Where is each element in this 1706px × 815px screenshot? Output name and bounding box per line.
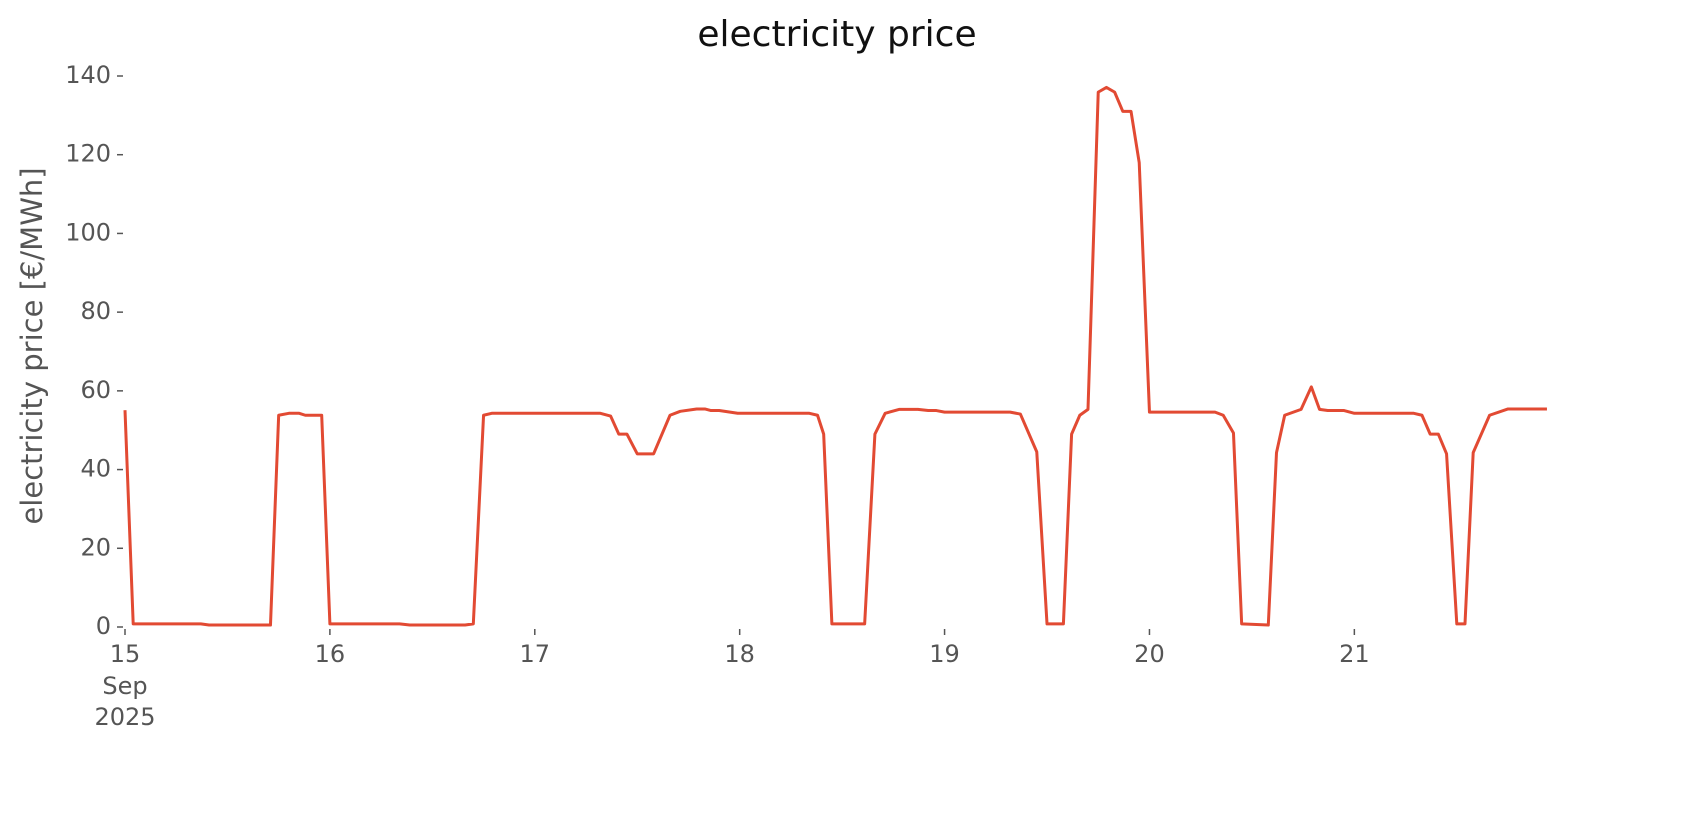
y-tick-label: 140 bbox=[65, 61, 111, 89]
y-tick-label: 120 bbox=[65, 140, 111, 168]
x-tick-sublabel: 2025 bbox=[94, 703, 155, 731]
y-tick-label: 40 bbox=[80, 455, 111, 483]
x-tick-label: 15 bbox=[110, 640, 141, 668]
chart-title: electricity price bbox=[697, 14, 976, 55]
x-tick-label: 20 bbox=[1134, 640, 1165, 668]
y-axis-label: electricity price [€/MWh] bbox=[15, 167, 49, 524]
x-tick-label: 21 bbox=[1339, 640, 1370, 668]
x-tick-label: 18 bbox=[724, 640, 755, 668]
y-tick-label: 100 bbox=[65, 218, 111, 246]
x-tick-sublabel: Sep bbox=[102, 672, 147, 700]
price-line bbox=[123, 85, 1547, 627]
x-tick-label: 19 bbox=[929, 640, 960, 668]
y-tick-label: 60 bbox=[80, 376, 111, 404]
y-tick-label: 20 bbox=[80, 533, 111, 561]
x-tick-label: 17 bbox=[520, 640, 551, 668]
y-tick-label: 0 bbox=[96, 612, 111, 640]
x-tick-label: 16 bbox=[315, 640, 346, 668]
y-tick-label: 80 bbox=[80, 297, 111, 325]
